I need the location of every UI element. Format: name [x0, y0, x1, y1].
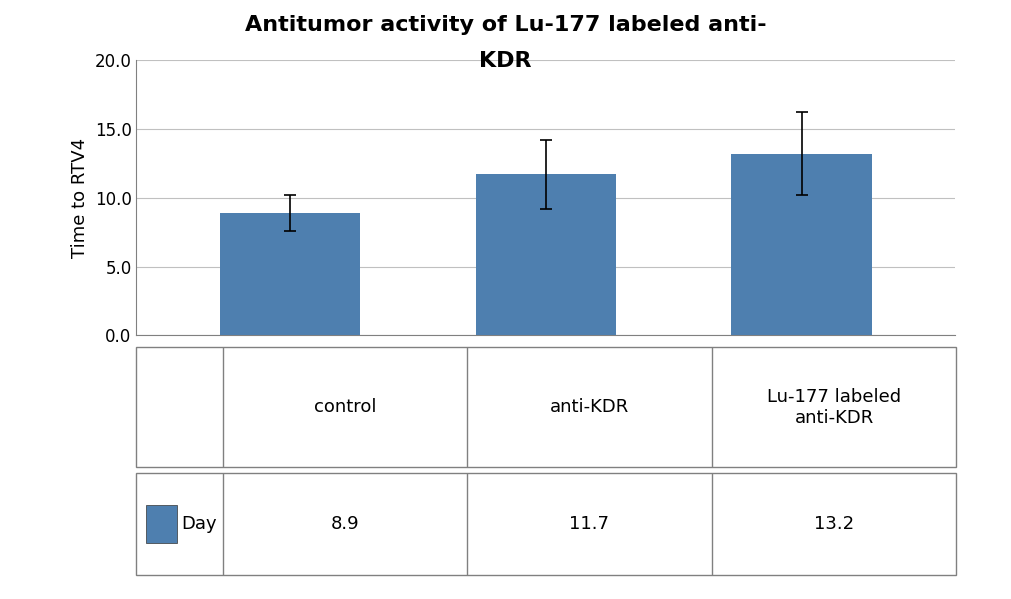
Text: 8.9: 8.9 [331, 515, 359, 533]
Text: 11.7: 11.7 [569, 515, 610, 533]
Text: 13.2: 13.2 [814, 515, 854, 533]
Bar [475, 174, 617, 335]
Y-axis label: Time to RTV4: Time to RTV4 [71, 138, 89, 258]
Bar [147, 505, 178, 543]
Text: anti-KDR: anti-KDR [550, 398, 629, 416]
Text: Lu-177 labeled
anti-KDR: Lu-177 labeled anti-KDR [767, 388, 901, 426]
Text: KDR: KDR [479, 51, 532, 71]
Bar [732, 153, 872, 335]
Text: Antitumor activity of Lu-177 labeled anti-: Antitumor activity of Lu-177 labeled ant… [245, 15, 766, 35]
Text: control: control [313, 398, 376, 416]
Text: Day: Day [181, 515, 216, 533]
Bar [219, 213, 360, 335]
